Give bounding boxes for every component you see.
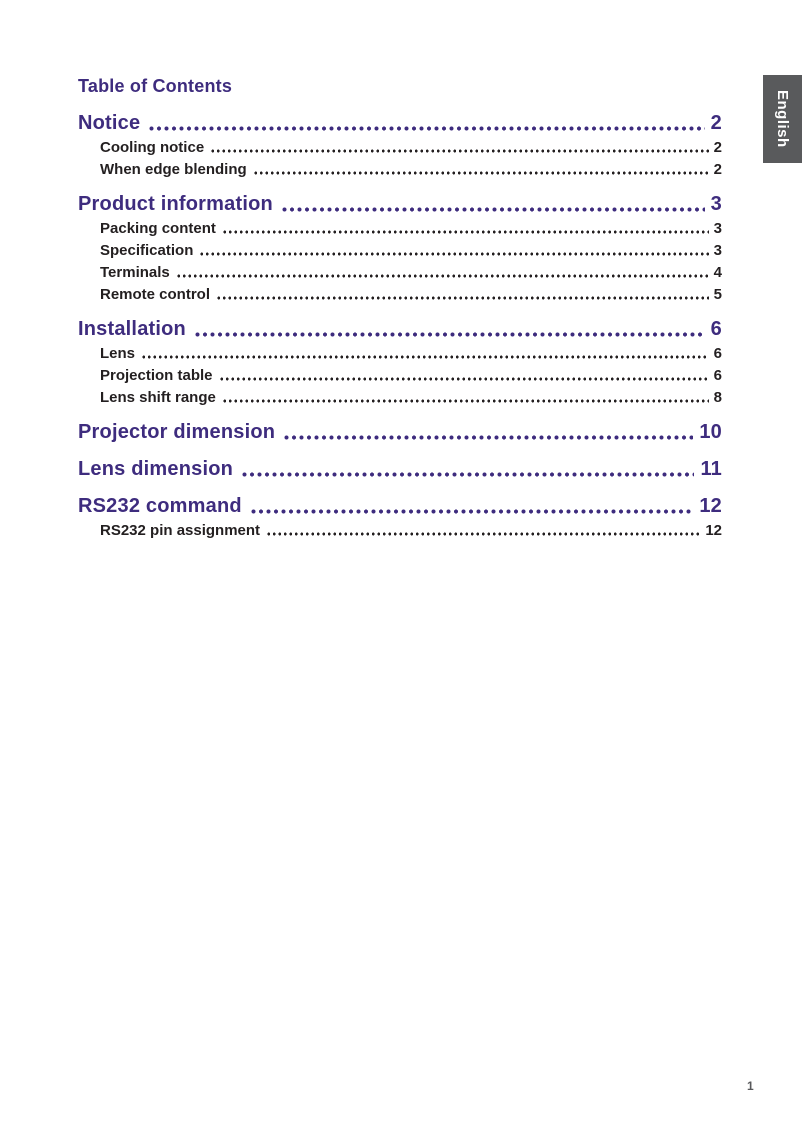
toc-entry-page: 4 (713, 264, 722, 281)
toc-entry-product-information: Product information 3 (78, 194, 722, 214)
toc-entry-rs232-command: RS232 command 12 (78, 496, 722, 516)
toc-entry-page: 2 (713, 139, 722, 156)
toc-entry-remote-control: Remote control 5 (78, 287, 722, 302)
dot-leader (266, 532, 701, 536)
toc-entry-lens: Lens 6 (78, 346, 722, 361)
dot-leader (221, 230, 709, 234)
toc-entry-label: Product information (78, 193, 273, 215)
toc-entry-projection-table: Projection table 6 (78, 368, 722, 383)
toc-entry-page: 11 (700, 458, 722, 480)
toc-entry-label: Packing content (100, 220, 216, 237)
toc-entry-label: Lens dimension (78, 458, 234, 480)
dot-leader (218, 377, 709, 381)
toc-entry-installation: Installation 6 (78, 319, 722, 339)
toc-entry-label: RS232 pin assignment (100, 522, 261, 539)
dot-leader (148, 126, 705, 131)
toc-entry-label: Projector dimension (78, 421, 276, 443)
toc-entry-page: 3 (713, 220, 722, 237)
toc-entry-label: Projection table (100, 367, 213, 384)
toc-entry-page: 6 (713, 367, 722, 384)
dot-leader (221, 399, 709, 403)
toc-entry-label: Lens (100, 345, 136, 362)
dot-leader (210, 149, 709, 153)
toc-entry-page: 3 (710, 193, 722, 215)
toc-entry-page: 6 (710, 318, 722, 340)
language-tab-english: English (763, 75, 802, 163)
dot-leader (241, 472, 695, 477)
toc-entry-lens-dimension: Lens dimension 11 (78, 459, 722, 479)
toc-entry-packing-content: Packing content 3 (78, 221, 722, 236)
dot-leader (199, 252, 709, 256)
toc-entry-label: RS232 command (78, 495, 242, 517)
toc-entry-page: 2 (710, 112, 722, 134)
toc-entry-page: 5 (713, 286, 722, 303)
dot-leader (141, 355, 709, 359)
dot-leader (193, 332, 705, 337)
toc-entry-page: 12 (705, 522, 722, 539)
dot-leader (252, 171, 709, 175)
toc-entry-label: Specification (100, 242, 194, 259)
dot-leader (216, 296, 709, 300)
toc-entry-page: 12 (699, 495, 722, 517)
toc-title: Table of Contents (78, 76, 233, 96)
toc-entry-page: 8 (713, 389, 722, 406)
dot-leader (249, 509, 694, 514)
toc-entry-label: Notice (78, 112, 141, 134)
toc-entry-lens-shift-range: Lens shift range 8 (78, 390, 722, 405)
footer-page-number: 1 (747, 1079, 754, 1093)
toc-entry-when-edge-blending: When edge blending 2 (78, 162, 722, 177)
toc-entry-label: Terminals (100, 264, 170, 281)
toc-entry-label: Lens shift range (100, 389, 216, 406)
dot-leader (175, 274, 709, 278)
toc-entry-page: 3 (713, 242, 722, 259)
toc-entry-page: 10 (699, 421, 722, 443)
toc-entry-page: 6 (713, 345, 722, 362)
toc-entry-label: Installation (78, 318, 186, 340)
toc-entry-cooling-notice: Cooling notice 2 (78, 140, 722, 155)
toc-entry-page: 2 (713, 161, 722, 178)
dot-leader (280, 207, 705, 212)
toc-entry-label: Cooling notice (100, 139, 205, 156)
toc-entry-label: When edge blending (100, 161, 247, 178)
toc-entry-terminals: Terminals 4 (78, 265, 722, 280)
toc-entry-rs232-pin-assignment: RS232 pin assignment 12 (78, 523, 722, 538)
toc-entry-specification: Specification 3 (78, 243, 722, 258)
dot-leader (283, 435, 694, 440)
toc-entry-projector-dimension: Projector dimension 10 (78, 422, 722, 442)
toc-entry-notice: Notice 2 (78, 113, 722, 133)
table-of-contents: Table of Contents Notice 2 Cooling notic… (78, 76, 722, 538)
toc-entry-label: Remote control (100, 286, 211, 303)
